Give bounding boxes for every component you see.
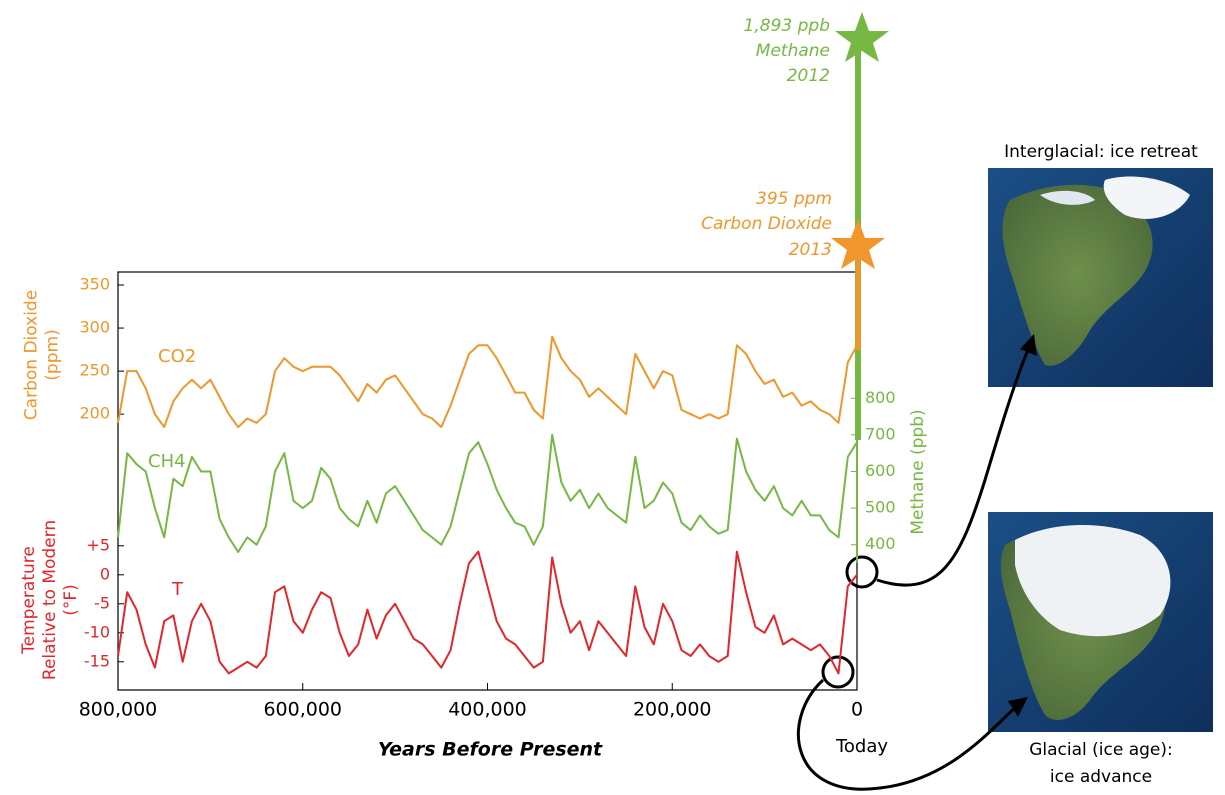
y-tick-label: -15 [84,651,110,670]
y-tick-label: 500 [865,498,896,517]
modern-spikes [831,12,889,440]
x-axis-title: Years Before Present [378,739,603,761]
y-tick-label: 250 [79,361,110,380]
series-label: CH4 [148,451,186,472]
series-line [118,435,857,552]
x-tick-label: 200,000 [633,699,712,721]
y-tick-label: 400 [865,534,896,553]
y-tick-label: -5 [94,593,110,612]
y-tick-label: 700 [865,424,896,443]
image-caption: Interglacial: ice retreat [1004,142,1198,162]
y-axis-title-line: Carbon Dioxide [22,290,42,420]
image-caption: ice advance [1050,767,1152,787]
chart: 1,893 ppb Methane 2012 395 ppm Carbon Di… [0,0,1225,795]
y-axis-title-line: Methane (ppb) [908,409,928,534]
y-tick-label: 350 [79,275,110,294]
annotation: 395 ppm [756,189,832,209]
series-line [118,337,857,427]
series-label: T [171,579,184,600]
x-tick-label: 0 [851,699,863,721]
y-tick-label: 600 [865,461,896,480]
y-axis-title: Methane (ppb) [908,409,928,534]
y-tick-label: -10 [84,622,110,641]
interglacial-image [988,168,1213,387]
x-tick-label: 800,000 [79,699,158,721]
annotation: 2012 [787,66,830,86]
y-axis-title-line: (°F) [61,584,81,616]
y-tick-label: 800 [865,388,896,407]
plot-frame [118,272,857,690]
annotation: 1,893 ppb [744,16,830,36]
y-axis-title-line: Temperature [19,546,39,655]
x-end-label: Today [835,736,888,757]
methane-star [835,12,889,62]
arrow [798,680,1018,789]
y-tick-label: 0 [100,564,110,583]
y-axis-title-line: Relative to Modern [40,520,60,680]
annotation: Methane [756,41,830,61]
y-axis-title-line: (ppm) [43,329,63,380]
x-tick-label: 400,000 [448,699,527,721]
y-tick-label: 300 [79,318,110,337]
y-axis-title: Carbon Dioxide(ppm) [22,290,63,420]
y-tick-label: +5 [86,535,110,554]
x-tick-label: 600,000 [263,699,342,721]
image-caption: Glacial (ice age): [1029,740,1173,760]
series-label: CO2 [158,346,196,367]
y-tick-label: 200 [79,404,110,423]
annotation: 2013 [789,240,832,260]
series-line [118,552,857,674]
annotation: Carbon Dioxide [701,214,832,234]
